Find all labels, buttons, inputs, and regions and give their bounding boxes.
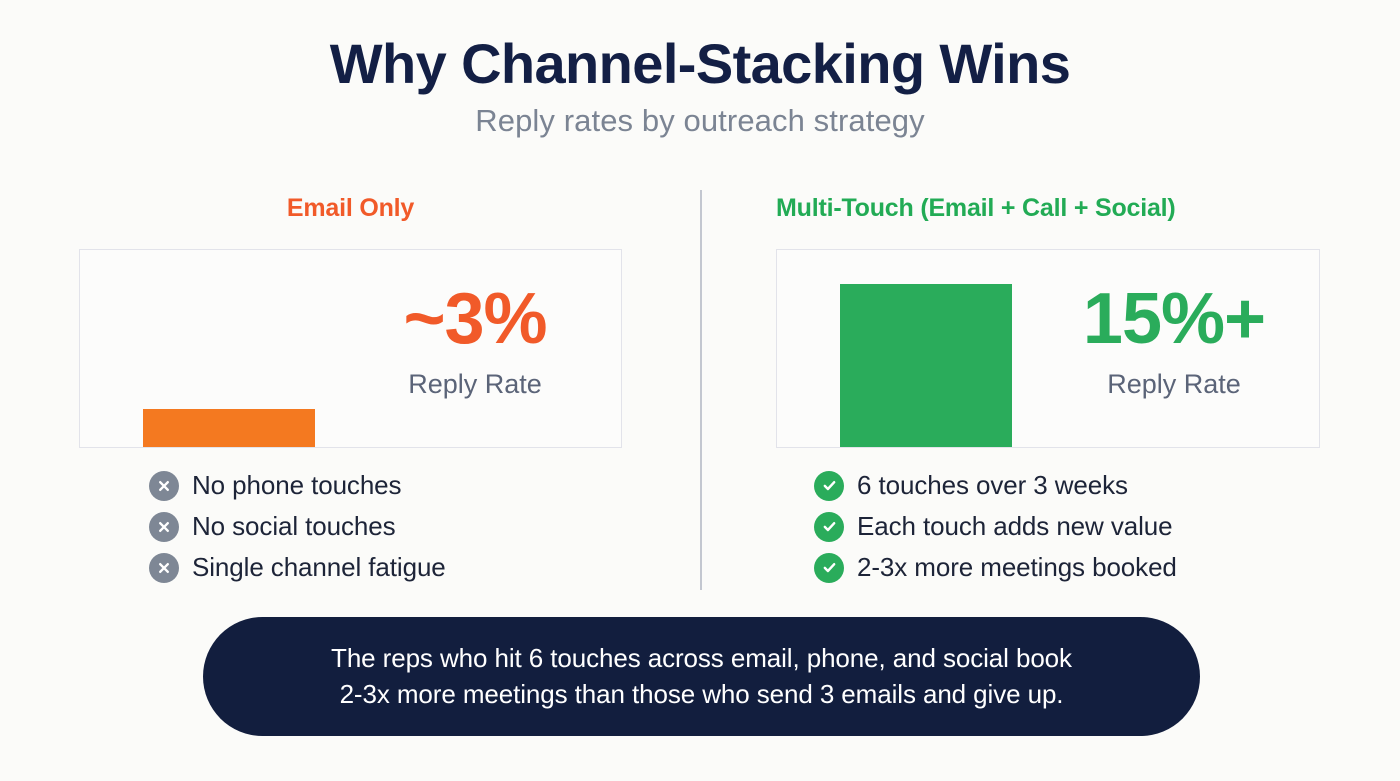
list-item: Each touch adds new value xyxy=(814,506,1320,547)
cross-circle-icon xyxy=(149,552,179,583)
list-item-label: Single channel fatigue xyxy=(192,552,446,582)
cross-circle-icon xyxy=(149,511,179,542)
check-circle-icon xyxy=(814,470,844,501)
callout-banner: The reps who hit 6 touches across email,… xyxy=(203,617,1200,736)
list-item-label: 6 touches over 3 weeks xyxy=(857,470,1128,500)
check-circle-icon xyxy=(814,552,844,583)
panel-heading-email-only: Email Only xyxy=(286,194,415,222)
list-item-label: Each touch adds new value xyxy=(857,511,1173,541)
panel-multi-touch: Multi-Touch (Email + Call + Social) 15%+… xyxy=(776,196,1320,588)
callout-line-2: 2-3x more meetings than those who send 3… xyxy=(339,678,1064,709)
list-item: No phone touches xyxy=(149,465,622,506)
list-item: 6 touches over 3 weeks xyxy=(814,465,1320,506)
bullet-list-email-only: No phone touches No social touches Singl… xyxy=(79,465,622,588)
cross-circle-icon xyxy=(149,470,179,501)
stat-label-email-only: Reply Rate xyxy=(408,368,542,399)
check-circle-icon xyxy=(814,511,844,542)
bar-multi-touch xyxy=(840,284,1012,447)
list-item: Single channel fatigue xyxy=(149,547,622,588)
list-item-label: No phone touches xyxy=(192,470,402,500)
stat-block-multi-touch: 15%+ Reply Rate xyxy=(1049,279,1299,400)
bullet-list-multi-touch: 6 touches over 3 weeks Each touch adds n… xyxy=(776,465,1320,588)
page-subtitle: Reply rates by outreach strategy xyxy=(475,103,925,139)
stat-value-multi-touch: 15%+ xyxy=(1082,279,1266,359)
chart-card-multi-touch: 15%+ Reply Rate xyxy=(776,249,1320,448)
panel-heading-multi-touch: Multi-Touch (Email + Call + Social) xyxy=(776,194,1176,222)
chart-card-email-only: ~3% Reply Rate xyxy=(79,249,622,448)
list-item: 2-3x more meetings booked xyxy=(814,547,1320,588)
list-item-label: No social touches xyxy=(192,511,396,541)
page-title: Why Channel-Stacking Wins xyxy=(329,32,1071,95)
header: Why Channel-Stacking Wins Reply rates by… xyxy=(0,34,1400,139)
panel-email-only: Email Only ~3% Reply Rate No phone touch… xyxy=(79,196,622,588)
stat-block-email-only: ~3% Reply Rate xyxy=(350,279,600,400)
list-item: No social touches xyxy=(149,506,622,547)
stat-value-email-only: ~3% xyxy=(403,279,547,359)
panel-divider xyxy=(700,190,702,590)
callout-line-1: The reps who hit 6 touches across email,… xyxy=(331,642,1072,673)
list-item-label: 2-3x more meetings booked xyxy=(857,552,1177,582)
stat-label-multi-touch: Reply Rate xyxy=(1107,368,1241,399)
bar-email-only xyxy=(143,409,315,447)
